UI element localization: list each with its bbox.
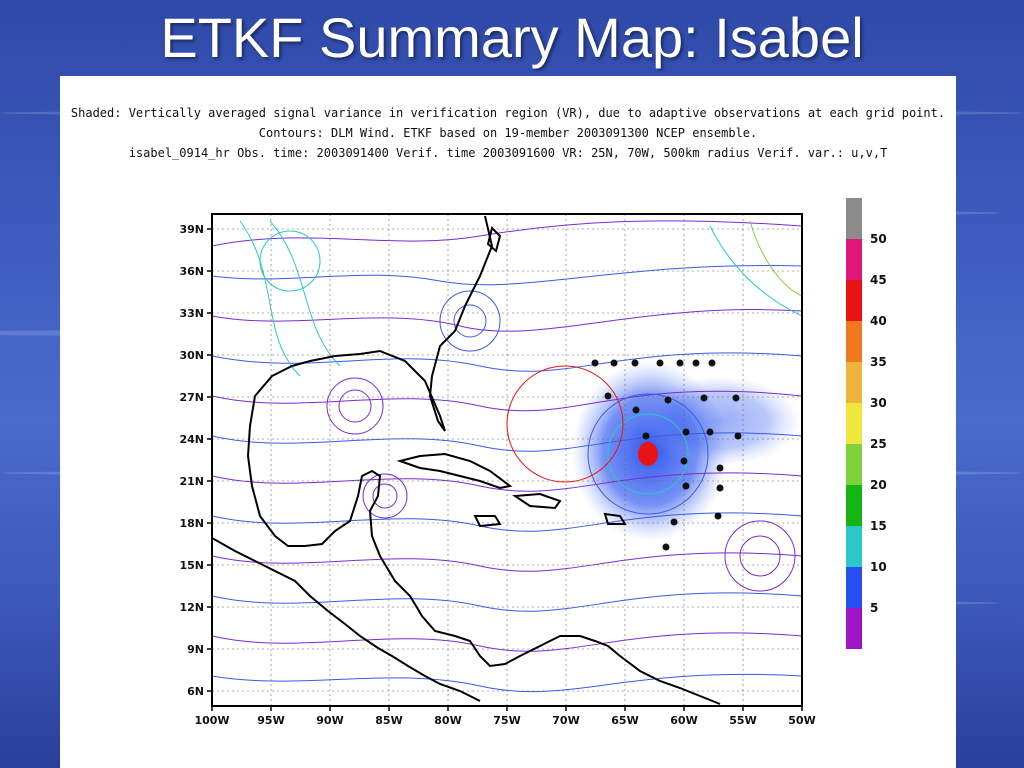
lat-label: 30N [179,349,204,362]
header-line-2: Contours: DLM Wind. ETKF based on 19-mem… [258,126,758,140]
lon-label: 70W [552,714,579,727]
colorbar-label: 15 [870,519,887,533]
colorbar-label: 30 [870,396,887,410]
header-line-1: Shaded: Vertically averaged signal varia… [70,106,946,120]
map-area [212,214,802,706]
observation-points [591,359,742,551]
coastlines [212,215,721,705]
colorbar-label: 20 [870,478,887,492]
lon-label: 100W [194,714,229,727]
lon-label: 75W [493,714,520,727]
latitude-labels: 39N 36N 33N 30N 27N 24N 21N 18N 15N 12N 9N 6N [179,223,212,698]
lat-label: 21N [179,475,204,488]
colorbar-label: 45 [870,273,887,287]
lat-label: 36N [179,265,204,278]
colorbar-segment [846,280,862,321]
lat-label: 33N [179,307,204,320]
colorbar-segment [846,403,862,444]
figure-panel: Shaded: Vertically averaged signal varia… [60,76,956,768]
wind-streamlines [212,220,802,693]
colorbar-label: 35 [870,355,887,369]
lon-label: 80W [434,714,461,727]
verification-region-circle [506,365,624,483]
colorbar-label: 10 [870,560,887,574]
lon-label: 90W [316,714,343,727]
colorbar: 50 45 40 35 30 25 20 15 10 5 [846,198,887,649]
map-figure: 39N 36N 33N 30N 27N 24N 21N 18N 15N 12N 9N 6N 100W 9… [179,198,887,727]
colorbar-segment [846,444,862,485]
header-line-3: isabel_0914_hr Obs. time: 2003091400 Ver… [128,146,888,160]
lat-label: 39N [179,223,204,236]
lon-label: 60W [670,714,697,727]
lon-label: 50W [788,714,815,727]
lon-label: 55W [729,714,756,727]
longitude-labels: 100W 95W 90W 85W 80W 75W 70W 65W 60W 55W 50W [194,706,816,727]
lat-label: 12N [179,601,204,614]
colorbar-segment [846,362,862,403]
slide-title: ETKF Summary Map: Isabel [160,6,864,69]
variance-max-marker [638,442,658,466]
lon-label: 85W [375,714,402,727]
colorbar-segment [846,239,862,280]
lon-label: 95W [257,714,284,727]
lat-label: 9N [187,643,204,656]
colorbar-segment [846,198,862,239]
colorbar-label: 5 [870,601,878,615]
lat-label: 15N [179,559,204,572]
colorbar-segment [846,567,862,608]
lon-label: 65W [611,714,638,727]
lat-label: 24N [179,433,204,446]
colorbar-segment [846,526,862,567]
map-gridlines [212,214,802,706]
lat-label: 6N [187,685,204,698]
colorbar-segment [846,485,862,526]
lat-label: 18N [179,517,204,530]
colorbar-segment [846,608,862,649]
lat-label: 27N [179,391,204,404]
colorbar-segment [846,321,862,362]
colorbar-label: 40 [870,314,887,328]
colorbar-label: 50 [870,232,887,246]
colorbar-label: 25 [870,437,887,451]
